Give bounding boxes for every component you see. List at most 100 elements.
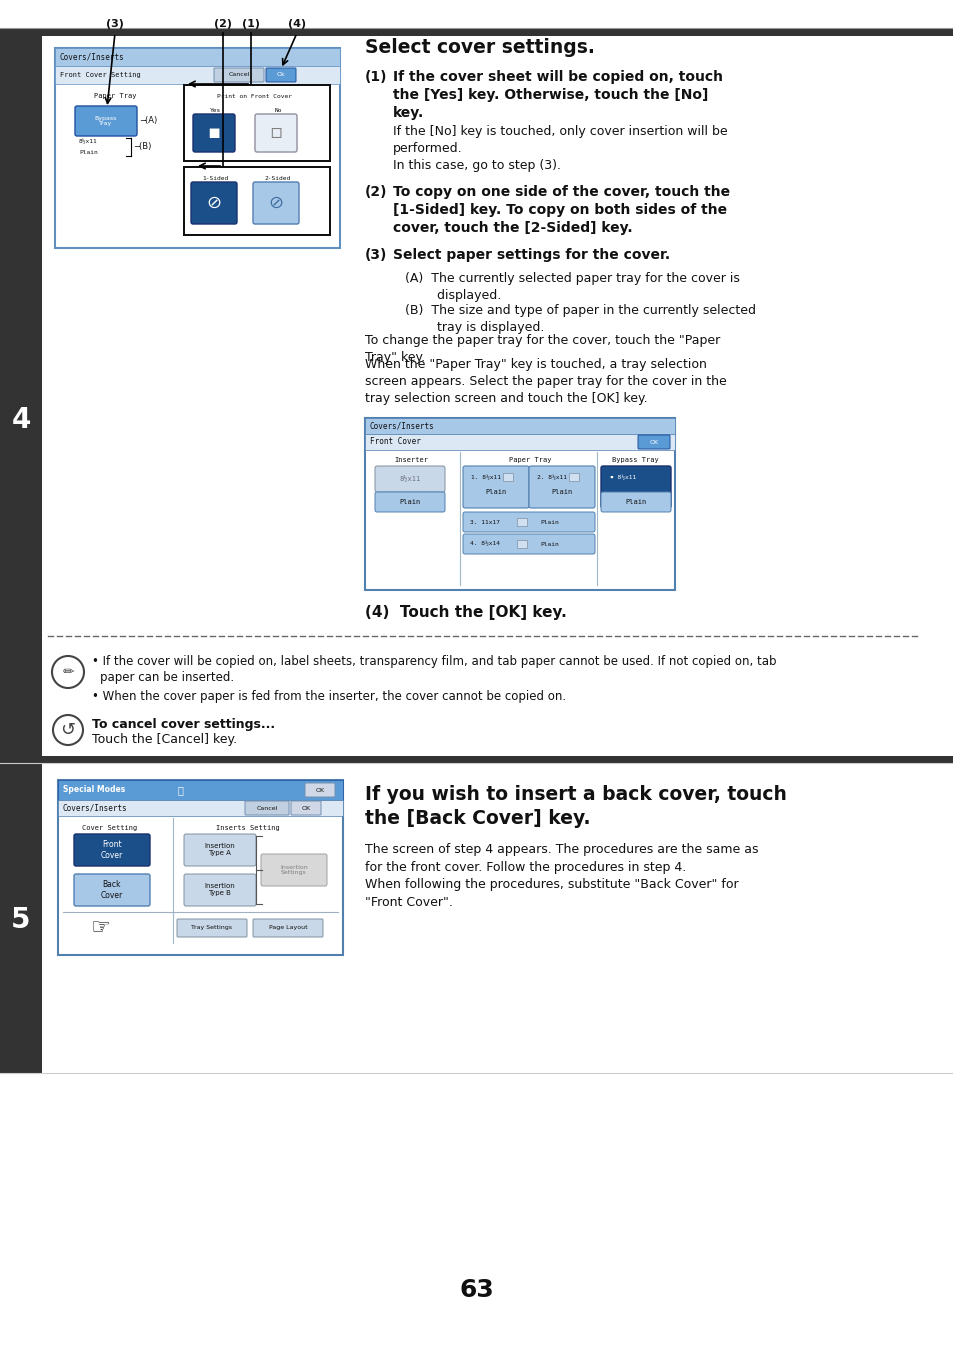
Text: When the "Paper Tray" key is touched, a tray selection
screen appears. Select th: When the "Paper Tray" key is touched, a … [365, 358, 726, 405]
Text: ─(A): ─(A) [140, 116, 157, 126]
Text: 8½x11: 8½x11 [79, 139, 97, 145]
Bar [42, 757, 953, 763]
Bar [55, 49, 339, 249]
Bar [365, 417, 675, 434]
Text: Cover Setting: Cover Setting [82, 825, 137, 831]
Text: 🗋: 🗋 [178, 785, 184, 794]
FancyBboxPatch shape [253, 919, 323, 938]
Text: No: No [274, 108, 281, 112]
FancyBboxPatch shape [291, 801, 320, 815]
Text: Inserts Setting: Inserts Setting [216, 825, 279, 831]
FancyBboxPatch shape [75, 105, 137, 136]
Text: Covers/Inserts: Covers/Inserts [63, 804, 128, 812]
Text: (1): (1) [242, 19, 260, 28]
Text: Cancel: Cancel [228, 73, 250, 77]
FancyBboxPatch shape [74, 834, 150, 866]
FancyBboxPatch shape [600, 492, 670, 512]
Text: 63: 63 [459, 1278, 494, 1302]
Bar [365, 417, 675, 590]
Text: Select cover settings.: Select cover settings. [365, 38, 595, 57]
Text: Page Layout: Page Layout [269, 925, 307, 931]
FancyBboxPatch shape [529, 466, 595, 508]
Bar [568, 473, 578, 481]
Text: Plain: Plain [551, 489, 572, 494]
Text: ⊘: ⊘ [206, 195, 221, 212]
Text: Print on Front Cover: Print on Front Cover [217, 93, 293, 99]
Text: Ok: Ok [276, 73, 285, 77]
Text: (4)  Touch the [OK] key.: (4) Touch the [OK] key. [365, 605, 566, 620]
Text: If you wish to insert a back cover, touch
the [Back Cover] key.: If you wish to insert a back cover, touc… [365, 785, 786, 828]
Bar [502, 473, 513, 481]
FancyBboxPatch shape [462, 512, 595, 532]
Text: 4: 4 [11, 407, 30, 434]
Text: 2-Sided: 2-Sided [265, 176, 291, 181]
FancyBboxPatch shape [638, 435, 669, 449]
Text: To copy on one side of the cover, touch the
[1-Sided] key. To copy on both sides: To copy on one side of the cover, touch … [393, 185, 729, 235]
Bar [185, 86, 329, 159]
Text: ⊘: ⊘ [268, 195, 283, 212]
Text: (1): (1) [365, 70, 387, 84]
FancyBboxPatch shape [462, 466, 529, 508]
FancyBboxPatch shape [254, 113, 296, 153]
FancyBboxPatch shape [245, 801, 289, 815]
Text: paper can be inserted.: paper can be inserted. [100, 671, 233, 684]
Bar [0, 28, 42, 786]
Text: Touch the [Cancel] key.: Touch the [Cancel] key. [91, 734, 237, 746]
Text: Front Cover: Front Cover [370, 438, 420, 446]
Text: (2): (2) [365, 185, 387, 199]
Text: Select paper settings for the cover.: Select paper settings for the cover. [393, 249, 669, 262]
Text: Plain: Plain [485, 489, 506, 494]
Text: Covers/Inserts: Covers/Inserts [370, 422, 435, 431]
FancyBboxPatch shape [253, 182, 298, 224]
Text: (B)  The size and type of paper in the currently selected
        tray is displa: (B) The size and type of paper in the cu… [405, 304, 755, 334]
Text: 3. 11x17: 3. 11x17 [470, 520, 499, 524]
Text: Cancel: Cancel [256, 805, 277, 811]
Bar [183, 84, 331, 162]
FancyBboxPatch shape [191, 182, 236, 224]
Text: To cancel cover settings...: To cancel cover settings... [91, 717, 274, 731]
Text: To change the paper tray for the cover, touch the "Paper
Tray" key.: To change the paper tray for the cover, … [365, 334, 720, 363]
FancyBboxPatch shape [462, 534, 595, 554]
Text: If the cover sheet will be copied on, touch
the [Yes] key. Otherwise, touch the : If the cover sheet will be copied on, to… [393, 70, 722, 120]
Text: Plain: Plain [625, 499, 646, 505]
Text: If the [No] key is touched, only cover insertion will be
performed.
In this case: If the [No] key is touched, only cover i… [393, 126, 727, 172]
FancyBboxPatch shape [600, 466, 670, 508]
Text: Front
Cover: Front Cover [101, 840, 123, 859]
Bar [185, 168, 329, 234]
Bar [42, 28, 953, 36]
Bar [58, 780, 343, 955]
Bar [517, 517, 526, 526]
FancyBboxPatch shape [193, 113, 234, 153]
Text: Bypass Tray: Bypass Tray [611, 457, 658, 463]
Text: Paper Tray: Paper Tray [508, 457, 551, 463]
Bar [183, 166, 331, 236]
Text: ─(B): ─(B) [133, 142, 152, 151]
Bar [0, 763, 42, 1073]
Text: ▪: ▪ [207, 123, 220, 142]
Text: (2): (2) [213, 19, 232, 28]
Text: The screen of step 4 appears. The procedures are the same as
for the front cover: The screen of step 4 appears. The proced… [365, 843, 758, 908]
Text: Insertion
Settings: Insertion Settings [280, 865, 308, 875]
Text: OK: OK [649, 439, 658, 444]
Bar [55, 49, 339, 66]
Text: OK: OK [315, 788, 324, 793]
Text: ✏: ✏ [62, 665, 73, 680]
Text: • If the cover will be copied on, label sheets, transparency film, and tab paper: • If the cover will be copied on, label … [91, 655, 776, 667]
Text: Bypass
Tray: Bypass Tray [94, 116, 117, 127]
Text: Yes: Yes [209, 108, 220, 112]
Text: 1. 8½x11: 1. 8½x11 [471, 476, 500, 481]
Text: Insertion
Type B: Insertion Type B [204, 884, 235, 897]
Text: Plain: Plain [399, 499, 420, 505]
Bar [55, 66, 339, 84]
FancyBboxPatch shape [177, 919, 247, 938]
Bar [58, 780, 343, 800]
Bar [0, 0, 953, 28]
Bar [0, 1073, 953, 1351]
FancyBboxPatch shape [213, 68, 264, 82]
Text: Covers/Inserts: Covers/Inserts [60, 53, 125, 62]
Bar [365, 434, 675, 450]
FancyBboxPatch shape [184, 834, 255, 866]
Text: 2. 8½x11: 2. 8½x11 [537, 476, 566, 481]
Text: (A)  The currently selected paper tray for the cover is
        displayed.: (A) The currently selected paper tray fo… [405, 272, 740, 303]
Bar [517, 540, 526, 549]
